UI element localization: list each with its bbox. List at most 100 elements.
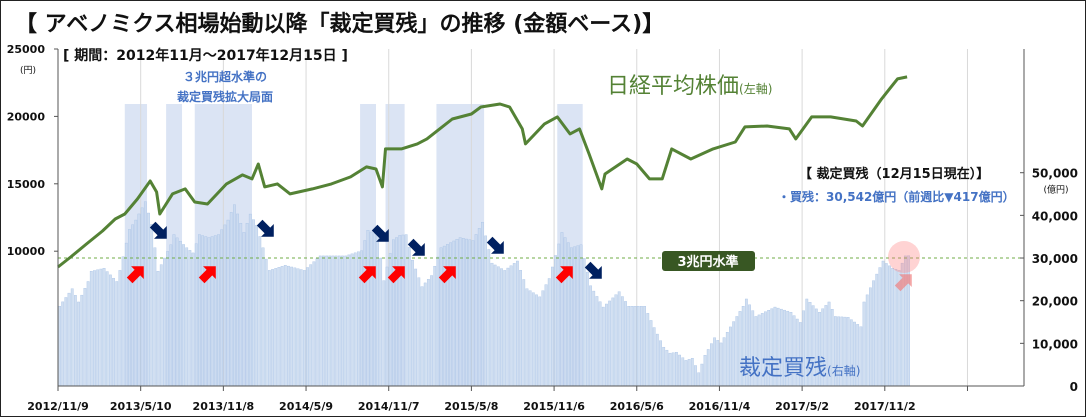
margin-bar [118,270,122,387]
margin-bar [461,238,465,387]
margin-bar [512,263,516,387]
margin-bar [67,292,71,387]
margin-bar [503,270,507,387]
margin-bar [449,242,453,387]
margin-bar [601,306,605,387]
margin-bar [312,261,316,387]
x-tick-label: 2017/5/2 [775,400,829,413]
chart-subtitle: [ 期間：2012年11月～2017年12月15日 ] [63,47,348,64]
margin-bar [182,244,185,387]
margin-bar [630,306,634,387]
latest-up-arrow-icon [894,274,912,292]
margin-bar [156,271,160,387]
margin-bar [595,296,599,387]
margin-bar [665,349,669,387]
margin-bar [258,236,262,387]
margin-bar [315,258,319,387]
margin-bar [506,267,510,387]
margin-bar [267,270,271,387]
margin-bar [633,306,637,387]
margin-bar [697,372,701,387]
margin-bar [878,267,882,387]
margin-bar [194,243,198,387]
down-arrow-icon-shape [486,236,504,254]
margin-series-label: 裁定買残(右軸) [739,356,860,381]
margin-bar [624,301,627,387]
margin-bar [541,290,545,387]
margin-bar [395,237,398,387]
margin-bar [131,224,135,387]
gridlines [140,49,968,386]
margin-bar [407,247,411,387]
margin-bar [872,280,875,387]
left-tick-label: 20000 [7,110,46,123]
margin-bar [592,290,596,387]
margin-bar [525,288,529,387]
margin-bar [875,273,879,387]
margin-bar [481,221,484,387]
margin-bar [96,269,100,387]
down-arrow-icon-shape [256,219,274,237]
margin-bar [490,262,494,387]
margin-bar [426,279,430,387]
margin-bar [700,363,704,387]
margin-bar [207,237,211,387]
margin-bar [357,251,360,387]
margin-bar [70,288,74,387]
margin-bar [347,254,351,387]
margin-bar [337,255,341,387]
margin-bar [185,247,189,387]
margin-bar [331,255,335,387]
margin-bar [382,280,386,387]
margin-bar [191,252,195,387]
margin-bar [255,224,259,387]
up-arrow-icon-shape [126,266,144,284]
margin-bar [436,256,440,387]
margin-bar [328,255,332,387]
margin-bar [668,352,672,387]
margin-bar [287,265,290,387]
margin-bar [703,355,707,387]
left-tick-label: 25000 [7,43,46,56]
margin-bar [293,267,297,387]
margin-bar [93,270,96,387]
margin-bar [414,268,418,387]
period-note-line2: 裁定買残拡大局面 [177,89,273,104]
status-value: ・買残：30,542億円（前週比▼417億円） [778,189,1015,204]
chart-title: 【 アベノミクス相場始動以降「裁定買残」の推移 (金額ベース)】 [15,11,664,37]
margin-bar [652,327,656,387]
margin-bar [620,296,624,387]
margin-bar [115,281,119,387]
margin-bar [659,340,662,387]
up-arrow-icon [438,266,456,284]
x-tick-label: 2015/5/8 [444,400,498,413]
margin-bar [544,284,548,387]
margin-bar [159,264,163,387]
down-arrow-icon [149,221,167,239]
margin-bar [566,242,570,387]
margin-bar [649,320,653,387]
up-arrow-icon-shape [358,266,376,284]
margin-bar [687,359,691,387]
margin-bar [318,255,322,387]
margin-bar [372,233,376,387]
margin-bar [226,219,230,387]
margin-bar [325,255,329,387]
margin-bar [547,278,551,387]
margin-bar [646,313,650,387]
margin-bar [385,266,389,387]
up-arrow-icon-shape [387,266,405,284]
margin-bar [363,240,367,387]
x-tick-label: 2017/11/2 [854,400,916,413]
margin-bar [729,326,732,387]
margin-bar [220,229,224,387]
right-tick-label: 20,000 [1032,295,1078,309]
margin-bar [675,352,678,387]
margin-bar [108,274,112,387]
down-arrow-icon [407,238,425,256]
margin-bar [735,316,739,387]
margin-bar [417,277,421,387]
margin-bar [360,250,363,387]
margin-bar [302,270,306,387]
